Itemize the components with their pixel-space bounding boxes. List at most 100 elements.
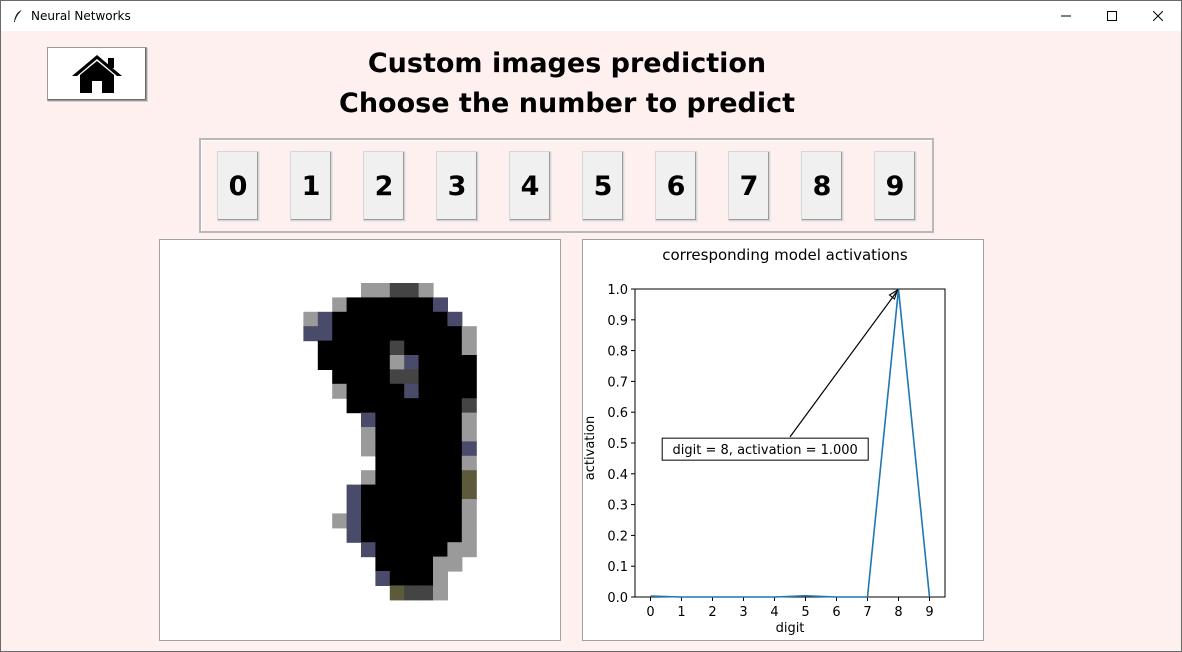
digit-pixel (375, 527, 391, 543)
digit-pixel (447, 340, 463, 356)
digit-pixel (361, 527, 376, 543)
digit-pixel (332, 383, 348, 399)
digit-pixel (418, 484, 434, 500)
digit-pixel (332, 326, 348, 342)
digit-pixel (433, 369, 448, 385)
y-tick-label: 0.6 (607, 406, 628, 421)
digit-pixel (433, 499, 448, 514)
digit-pixel (389, 499, 405, 514)
digit-pixel (346, 499, 362, 514)
digit-pixel (418, 340, 434, 356)
digit-pixel (332, 369, 348, 385)
digit-pixel (389, 311, 405, 327)
digit-button-4[interactable]: 4 (509, 151, 551, 221)
digit-pixel (389, 441, 405, 457)
digit-pixel (404, 297, 420, 313)
y-tick-label: 0.3 (607, 499, 628, 514)
digit-pixel (433, 470, 448, 486)
digit-image (303, 283, 477, 601)
main-content: Custom images prediction Choose the numb… (2, 32, 1180, 651)
digit-button-6[interactable]: 6 (655, 151, 697, 221)
digit-pixel (404, 585, 420, 601)
digit-pixel (418, 470, 434, 486)
digit-pixel (433, 441, 448, 457)
digit-pixel (404, 571, 420, 586)
digit-pixel (433, 326, 448, 342)
digit-pixel (361, 398, 376, 414)
digit-pixel (447, 441, 463, 457)
digit-button-3[interactable]: 3 (436, 151, 478, 221)
digit-pixel (461, 470, 477, 486)
digit-pixel (389, 513, 405, 529)
digit-pixel (418, 499, 434, 514)
digit-pixel (404, 470, 420, 486)
y-tick-label: 0.2 (607, 529, 628, 544)
digit-pixel (461, 383, 477, 399)
y-tick-label: 0.1 (607, 560, 628, 575)
digit-pixel (389, 585, 405, 601)
maximize-button[interactable] (1089, 1, 1135, 31)
digit-button-group: 0 1 2 3 4 5 6 7 8 9 (199, 138, 934, 233)
digit-pixel (404, 455, 420, 471)
digit-pixel (461, 455, 477, 471)
digit-pixel (447, 455, 463, 471)
digit-pixel (375, 297, 391, 313)
digit-pixel (317, 355, 333, 370)
annotation-box (661, 437, 869, 461)
digit-button-1[interactable]: 1 (290, 151, 332, 221)
digit-pixel (433, 340, 448, 356)
digit-pixel (461, 484, 477, 500)
digit-button-8[interactable]: 8 (801, 151, 843, 221)
digit-pixel (461, 499, 477, 514)
digit-pixel (389, 542, 405, 558)
digit-button-7[interactable]: 7 (728, 151, 770, 221)
digit-pixel (418, 556, 434, 572)
digit-pixel (404, 427, 420, 442)
digit-pixel (303, 311, 319, 327)
digit-pixel (389, 455, 405, 471)
digit-pixel (389, 383, 405, 399)
digit-pixel (418, 383, 434, 399)
digit-pixel (404, 326, 420, 342)
digit-pixel (433, 571, 448, 586)
digit-pixel (346, 369, 362, 385)
digit-pixel (447, 311, 463, 327)
digit-pixel (332, 311, 348, 327)
digit-pixel (361, 542, 376, 558)
x-tick-label: 3 (739, 605, 747, 620)
digit-pixel (346, 355, 362, 370)
y-tick-label: 0.7 (607, 375, 628, 390)
digit-pixel (447, 427, 463, 442)
x-tick-label: 8 (894, 605, 902, 620)
digit-pixel (389, 412, 405, 428)
digit-pixel (404, 355, 420, 370)
digit-pixel (418, 427, 434, 442)
digit-pixel (361, 441, 376, 457)
digit-pixel (418, 441, 434, 457)
x-tick-label: 9 (925, 605, 933, 620)
digit-button-2[interactable]: 2 (363, 151, 405, 221)
digit-pixel (375, 369, 391, 385)
digit-pixel (361, 311, 376, 327)
digit-pixel (433, 556, 448, 572)
digit-image-panel (159, 239, 561, 641)
y-axis-label: activation (583, 416, 598, 480)
digit-button-5[interactable]: 5 (582, 151, 624, 221)
digit-button-0[interactable]: 0 (217, 151, 259, 221)
digit-pixel (389, 470, 405, 486)
minimize-button[interactable] (1043, 1, 1089, 31)
digit-pixel (389, 355, 405, 370)
digit-button-9[interactable]: 9 (874, 151, 916, 221)
digit-pixel (361, 484, 376, 500)
digit-pixel (404, 556, 420, 572)
digit-pixel (447, 499, 463, 514)
home-button[interactable] (47, 47, 147, 101)
digit-pixel (346, 326, 362, 342)
digit-pixel (433, 297, 448, 313)
page-title: Custom images prediction (367, 48, 767, 79)
digit-pixel (418, 398, 434, 414)
x-tick-label: 4 (770, 605, 778, 620)
digit-pixel (303, 326, 319, 342)
close-button[interactable] (1135, 1, 1181, 31)
y-tick-label: 0.5 (607, 437, 628, 452)
